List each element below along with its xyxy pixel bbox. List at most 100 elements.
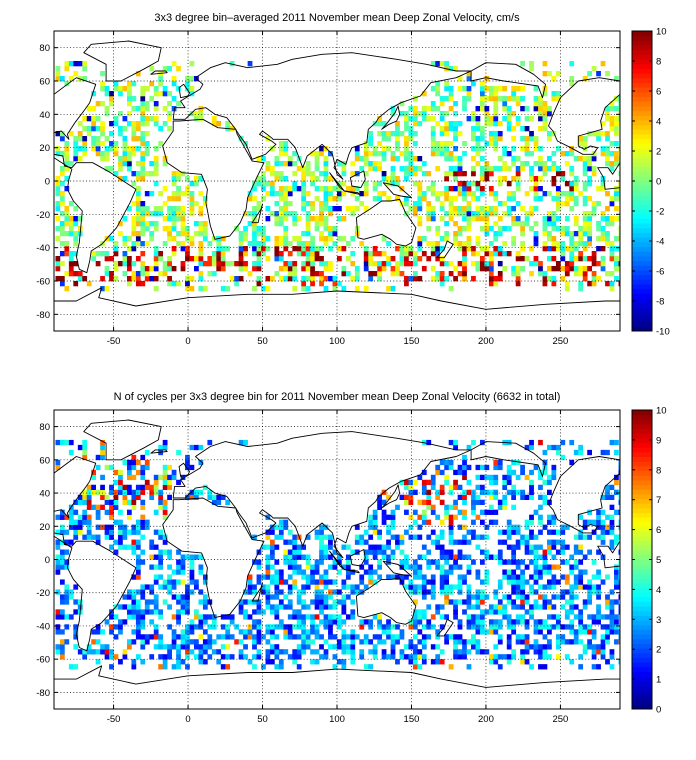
bin-cell (404, 654, 409, 660)
bin-cell (323, 584, 329, 590)
bin-cell (435, 146, 441, 152)
bin-cell (265, 649, 271, 655)
bin-cell (609, 141, 615, 147)
bin-cell (614, 186, 619, 192)
bin-cell (479, 156, 485, 162)
bin-cell (319, 534, 324, 540)
bin-cell (77, 136, 83, 142)
bin-cell (274, 574, 280, 580)
bin-cell (462, 186, 467, 192)
bin-cell (274, 589, 280, 595)
bin-cell (453, 126, 458, 132)
bin-cell (167, 479, 172, 486)
bin-cell (314, 226, 320, 232)
bin-cell (533, 161, 539, 167)
bin-cell (252, 196, 257, 202)
bin-cell (332, 664, 338, 670)
colorbar-segment (632, 610, 652, 616)
bin-cell (314, 166, 320, 172)
bin-cell (359, 579, 365, 585)
colorbar-segment (632, 40, 652, 46)
bin-cell (475, 251, 481, 257)
bin-cell (153, 554, 159, 560)
bin-cell (176, 569, 181, 575)
colorbar-segment (632, 461, 652, 467)
bin-cell (542, 71, 548, 77)
bin-cell (216, 499, 222, 505)
bin-cell (310, 619, 315, 625)
bin-cell (582, 604, 588, 610)
bin-cell (547, 106, 552, 112)
bin-cell (587, 584, 592, 590)
bin-cell (301, 569, 307, 575)
bin-cell (104, 166, 110, 172)
bin-cell (158, 564, 164, 570)
bin-cell (484, 221, 490, 227)
bin-cell (167, 644, 172, 650)
bin-cell (564, 191, 570, 197)
bin-cell (578, 231, 584, 237)
bin-cell (269, 554, 275, 560)
bin-cell (314, 649, 320, 655)
bin-cell (555, 171, 561, 177)
bin-cell (149, 161, 155, 167)
bin-cell (216, 256, 222, 262)
bin-cell (64, 161, 70, 167)
bin-cell (287, 211, 293, 217)
bin-cell (100, 494, 105, 500)
bin-cell (73, 629, 79, 635)
bin-cell (131, 494, 137, 500)
bin-cell (180, 564, 186, 570)
bin-cell (332, 619, 338, 625)
bin-cell (381, 176, 387, 182)
bin-cell (73, 534, 79, 540)
bin-cell (466, 584, 472, 590)
bin-cell (140, 499, 146, 505)
bin-cell (605, 639, 610, 645)
bin-cell (538, 266, 543, 272)
bin-cell (605, 151, 610, 157)
bin-cell (542, 634, 548, 640)
bin-cell (471, 634, 476, 640)
bin-cell (395, 131, 400, 137)
bin-cell (59, 166, 65, 172)
bin-cell (265, 161, 271, 167)
colorbar-segment (632, 634, 652, 640)
bin-cell (605, 494, 610, 500)
bin-cell (113, 634, 119, 640)
bin-cell (109, 624, 114, 630)
bin-cell (185, 494, 190, 500)
bin-cell (542, 549, 548, 555)
bin-cell (417, 474, 423, 481)
bin-cell (538, 574, 543, 580)
bin-cell (225, 644, 231, 650)
bin-cell (171, 236, 177, 242)
bin-cell (73, 599, 79, 605)
bin-cell (555, 634, 561, 640)
bin-cell (591, 559, 597, 565)
bin-cell (511, 654, 517, 660)
bin-cell (520, 659, 525, 665)
bin-cell (292, 246, 298, 252)
bin-cell (529, 609, 534, 615)
y-tick-label: -40 (36, 243, 50, 254)
bin-cell (542, 231, 548, 237)
bin-cell (100, 484, 105, 491)
colorbar-segment (632, 508, 652, 514)
bin-cell (502, 539, 508, 545)
bin-cell (417, 524, 423, 530)
bin-cell (444, 504, 450, 510)
bin-cell (560, 454, 566, 461)
bin-cell (439, 584, 445, 590)
bin-cell (64, 594, 70, 600)
bin-cell (412, 479, 418, 486)
bin-cell (444, 126, 450, 132)
bin-cell (493, 519, 499, 525)
bin-cell (189, 191, 195, 197)
bin-cell (158, 554, 164, 560)
bin-cell (497, 131, 503, 137)
bin-cell (149, 116, 155, 122)
bin-cell (475, 181, 481, 187)
bin-cell (520, 599, 525, 605)
bin-cell (605, 71, 610, 77)
